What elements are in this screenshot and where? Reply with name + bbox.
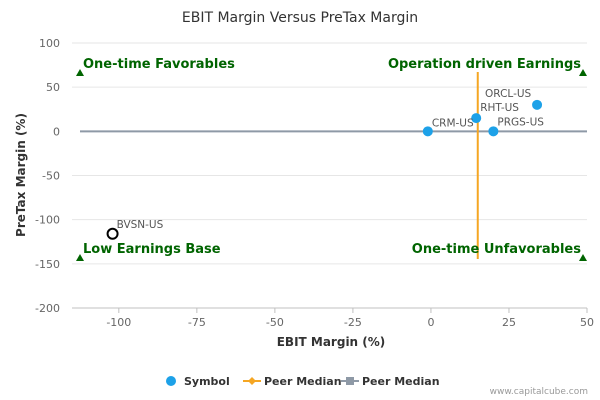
legend-circle-icon: [166, 376, 176, 386]
x-tick-label: -50: [266, 316, 284, 329]
data-points: ORCL-US RHT-US CRM-US PRGS-US BVSN-US: [106, 88, 544, 240]
legend-label: Peer Median: [362, 375, 440, 388]
quadrant-label-bottom-right: One-time Unfavorables: [412, 242, 581, 257]
point-label: ORCL-US: [485, 88, 532, 100]
quadrant-label-top-left: One-time Favorables: [83, 57, 235, 72]
x-tick-label: -75: [188, 316, 206, 329]
point-label: CRM-US: [432, 117, 474, 129]
data-point: [422, 126, 433, 137]
legend-item[interactable]: Peer Median: [243, 375, 342, 388]
point-label: BVSN-US: [117, 219, 164, 231]
y-axis-title: PreTax Margin (%): [14, 113, 28, 237]
x-tick-label: -25: [344, 316, 362, 329]
quadrant-marker: [76, 254, 84, 261]
x-tick-label: -100: [106, 316, 131, 329]
quadrant-markers: [76, 69, 587, 261]
y-tick-label: 0: [53, 125, 60, 138]
point-label: RHT-US: [480, 102, 519, 114]
quadrant-label-bottom-left: Low Earnings Base: [83, 242, 221, 257]
y-tick-label: -50: [42, 170, 60, 183]
quadrant-marker: [76, 69, 84, 76]
quadrant-marker: [579, 69, 587, 76]
y-tick-label: 100: [39, 37, 60, 50]
legend-label: Peer Median: [264, 375, 342, 388]
y-axis-ticks: 100 50 0 -50 -100 -150 -200: [35, 37, 60, 315]
x-tick-label: 0: [427, 316, 434, 329]
quadrant-marker: [579, 254, 587, 261]
legend: Symbol Peer Median Peer Median: [166, 375, 440, 388]
y-tick-label: 50: [46, 81, 60, 94]
quadrant-label-top-right: Operation driven Earnings: [388, 57, 581, 72]
y-tick-label: -100: [35, 214, 60, 227]
legend-square-icon: [346, 377, 354, 385]
legend-item[interactable]: Peer Median: [341, 375, 440, 388]
point-label: PRGS-US: [497, 116, 544, 128]
data-point: [471, 113, 482, 124]
gridlines: [72, 42, 587, 309]
chart-title: EBIT Margin Versus PreTax Margin: [182, 10, 418, 26]
x-tick-label: 50: [580, 316, 594, 329]
data-point: [532, 99, 543, 110]
legend-diamond-icon: [248, 377, 256, 385]
credit-text: www.capitalcube.com: [490, 387, 588, 397]
data-point: [106, 227, 119, 240]
data-point: [488, 126, 499, 137]
y-tick-label: -200: [35, 302, 60, 315]
y-tick-label: -150: [35, 258, 60, 271]
x-axis-title: EBIT Margin (%): [277, 335, 386, 349]
legend-item[interactable]: Symbol: [166, 375, 230, 388]
legend-label: Symbol: [184, 375, 230, 388]
x-axis-ticks: -100 -75 -50 -25 0 25 50: [106, 308, 594, 329]
x-tick-label: 25: [502, 316, 516, 329]
